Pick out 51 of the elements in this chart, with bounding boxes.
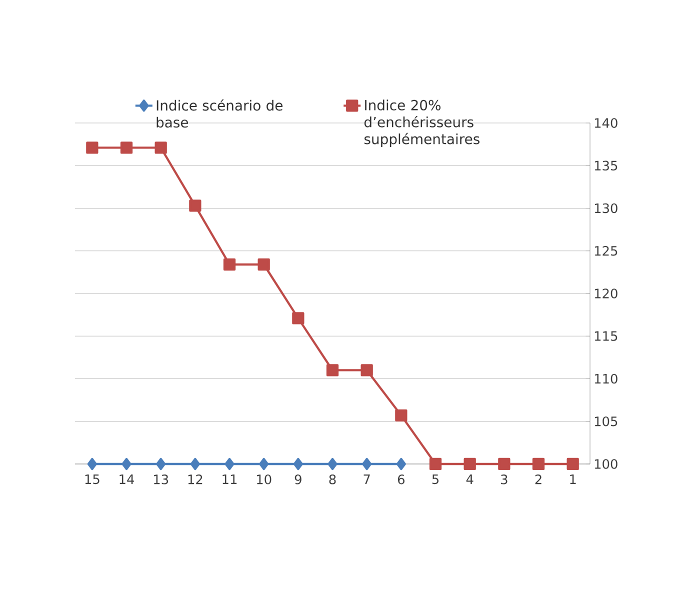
legend-label: Indice 20% d’enchérisseurs supplémentaires	[364, 100, 480, 147]
x-tick-label: 7	[364, 474, 370, 484]
point	[223, 258, 236, 271]
point	[532, 458, 545, 470]
x-tick-label: 6	[398, 474, 404, 484]
x-tick-label: 8	[329, 474, 336, 484]
point	[122, 458, 132, 470]
y-tick-label: 110	[594, 374, 618, 384]
point	[224, 458, 234, 470]
point	[154, 142, 167, 154]
point	[292, 312, 304, 324]
y-tick-label: 120	[594, 288, 618, 298]
point	[293, 458, 304, 470]
x-tick-label: 9	[294, 474, 302, 484]
point	[429, 458, 442, 470]
point	[328, 458, 338, 470]
x-tick-label: 1	[570, 474, 576, 484]
point	[190, 458, 200, 470]
y-tick-label: 130	[594, 203, 618, 214]
y-tick-label: 100	[594, 459, 618, 469]
point	[396, 458, 406, 470]
point	[120, 142, 133, 154]
y-tick-label: 105	[594, 416, 618, 426]
point	[189, 200, 202, 212]
point	[498, 458, 510, 470]
point	[464, 458, 476, 470]
y-tick-label: 135	[594, 160, 618, 171]
point	[566, 458, 579, 470]
y-tick-label: 140	[594, 118, 618, 128]
y-tick-label: 125	[594, 246, 618, 256]
x-tick-label: 10	[257, 474, 272, 484]
point	[360, 364, 373, 376]
x-tick-label: 12	[188, 474, 202, 484]
point	[156, 458, 166, 470]
point	[259, 458, 269, 470]
x-tick-label: 14	[120, 474, 134, 484]
x-tick-label: 13	[154, 474, 168, 484]
legend-label: Indice scénario de base	[156, 99, 282, 128]
x-tick-label: 2	[535, 474, 542, 484]
x-tick-label: 3	[501, 474, 508, 484]
x-tick-label: 4	[466, 474, 474, 484]
point	[362, 458, 372, 470]
x-tick-label: 15	[85, 474, 100, 484]
x-tick-label: 5	[432, 474, 438, 484]
point	[395, 409, 408, 422]
point	[87, 458, 98, 470]
y-tick-label: 115	[594, 331, 618, 341]
point	[326, 364, 339, 376]
point	[86, 142, 98, 154]
x-tick-label: 11	[222, 474, 237, 484]
point	[258, 258, 270, 271]
